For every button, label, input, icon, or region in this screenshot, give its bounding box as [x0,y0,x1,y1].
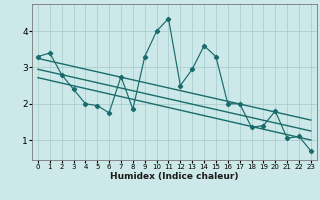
X-axis label: Humidex (Indice chaleur): Humidex (Indice chaleur) [110,172,239,181]
